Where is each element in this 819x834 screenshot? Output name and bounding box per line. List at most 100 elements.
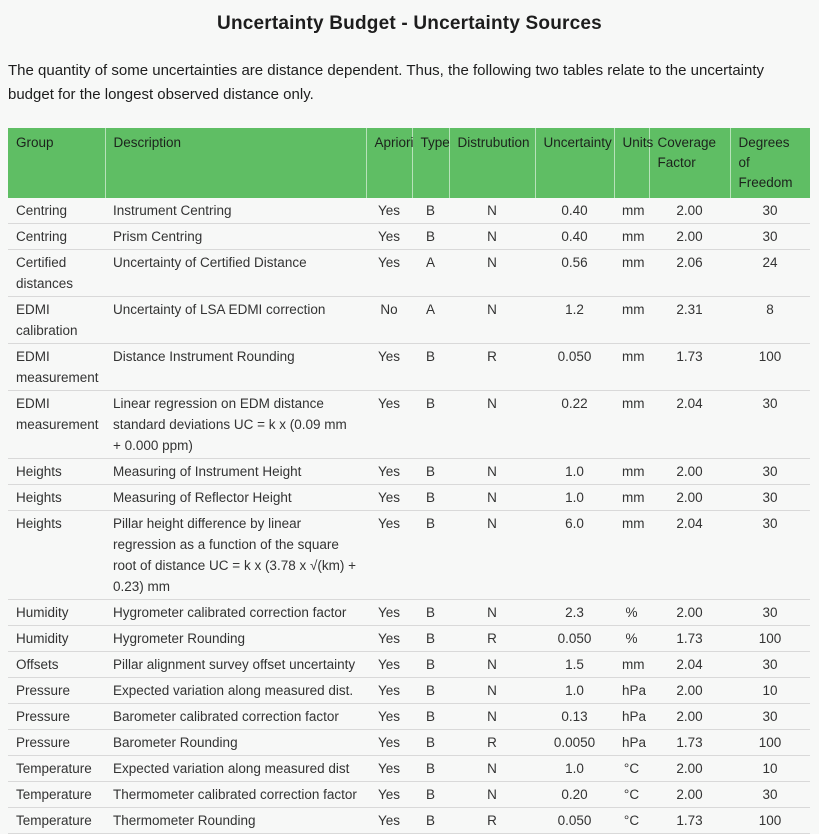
cell-description: Pillar alignment survey offset uncertain…: [105, 651, 366, 678]
column-header-units: Units: [614, 128, 653, 198]
cell-description: Measuring of Instrument Height: [105, 458, 366, 485]
cell-apriori: Yes: [366, 599, 412, 626]
cell-description: Thermometer Rounding: [105, 807, 366, 834]
cell-distrubution: N: [449, 510, 535, 600]
cell-coverage: 2.31: [649, 296, 730, 344]
cell-uncertainty: 0.22: [535, 390, 614, 459]
cell-coverage: 2.04: [649, 390, 730, 459]
table-row: Heights Measuring of Reflector Height Yes B…: [8, 484, 810, 511]
cell-distrubution: N: [449, 703, 535, 730]
cell-group: Humidity: [8, 599, 105, 626]
table-header: Group Description Apriori Type Distrubution U…: [8, 128, 810, 198]
table-row: Temperature Expected variation along meas…: [8, 755, 810, 782]
table-row: Pressure Barometer calibrated correction …: [8, 703, 810, 730]
table-row: Offsets Pillar alignment survey offset un…: [8, 651, 810, 678]
cell-apriori: Yes: [366, 510, 412, 600]
cell-uncertainty: 1.5: [535, 651, 614, 678]
table-row: EDMI measurement Linear regression on EDM…: [8, 390, 810, 459]
cell-group: Pressure: [8, 729, 105, 756]
cell-type: B: [412, 703, 449, 730]
cell-type: B: [412, 781, 449, 808]
cell-distrubution: N: [449, 599, 535, 626]
cell-type: B: [412, 651, 449, 678]
cell-distrubution: N: [449, 755, 535, 782]
cell-uncertainty: 0.050: [535, 625, 614, 652]
cell-apriori: Yes: [366, 198, 412, 224]
cell-apriori: Yes: [366, 807, 412, 834]
cell-degrees: 30: [730, 458, 810, 485]
cell-description: Distance Instrument Rounding: [105, 343, 366, 391]
cell-units: mm: [614, 390, 649, 459]
cell-degrees: 30: [730, 703, 810, 730]
cell-units: mm: [614, 458, 649, 485]
cell-units: °C: [614, 781, 649, 808]
cell-coverage: 2.06: [649, 249, 730, 297]
column-header-group: Group: [8, 128, 106, 198]
cell-apriori: No: [366, 296, 412, 344]
cell-apriori: Yes: [366, 781, 412, 808]
cell-apriori: Yes: [366, 390, 412, 459]
cell-coverage: 2.00: [649, 223, 730, 250]
cell-type: A: [412, 296, 449, 344]
cell-apriori: Yes: [366, 484, 412, 511]
cell-distrubution: N: [449, 249, 535, 297]
cell-units: %: [614, 599, 649, 626]
cell-coverage: 2.00: [649, 781, 730, 808]
cell-coverage: 2.00: [649, 458, 730, 485]
cell-description: Barometer Rounding: [105, 729, 366, 756]
cell-degrees: 30: [730, 223, 810, 250]
cell-group: Centring: [8, 198, 105, 224]
cell-description: Thermometer calibrated correction factor: [105, 781, 366, 808]
cell-type: B: [412, 599, 449, 626]
cell-coverage: 1.73: [649, 807, 730, 834]
cell-degrees: 30: [730, 390, 810, 459]
cell-group: Temperature: [8, 755, 105, 782]
cell-uncertainty: 0.20: [535, 781, 614, 808]
table-row: Pressure Expected variation along measure…: [8, 677, 810, 704]
cell-description: Barometer calibrated correction factor: [105, 703, 366, 730]
column-header-coverage: Coverage Factor: [649, 128, 731, 198]
cell-degrees: 8: [730, 296, 810, 344]
cell-type: A: [412, 249, 449, 297]
cell-coverage: 2.00: [649, 677, 730, 704]
cell-uncertainty: 1.0: [535, 755, 614, 782]
page-title: Uncertainty Budget - Uncertainty Sources: [217, 13, 602, 34]
cell-coverage: 2.00: [649, 703, 730, 730]
table-row: Humidity Hygrometer Rounding Yes B R 0.050% 1.…: [8, 625, 810, 652]
cell-apriori: Yes: [366, 703, 412, 730]
cell-distrubution: R: [449, 807, 535, 834]
cell-coverage: 1.73: [649, 729, 730, 756]
cell-coverage: 2.00: [649, 198, 730, 224]
cell-units: mm: [614, 249, 649, 297]
cell-distrubution: N: [449, 484, 535, 511]
table-row: Temperature Thermometer calibrated correc…: [8, 781, 810, 808]
cell-distrubution: R: [449, 625, 535, 652]
table-body: Centring Instrument Centring Yes B N 0.40 mm 2.…: [8, 198, 810, 834]
cell-coverage: 2.04: [649, 651, 730, 678]
cell-units: %: [614, 625, 649, 652]
cell-type: B: [412, 458, 449, 485]
cell-degrees: 30: [730, 651, 810, 678]
cell-degrees: 100: [730, 625, 810, 652]
cell-description: Hygrometer Rounding: [105, 625, 366, 652]
uncertainty-sources-table: Group Description Apriori Type Distrubution U…: [8, 128, 810, 834]
cell-distrubution: N: [449, 651, 535, 678]
cell-group: EDMI calibration: [8, 296, 105, 344]
cell-units: hPa: [614, 703, 649, 730]
cell-units: °C: [614, 807, 649, 834]
cell-degrees: 100: [730, 729, 810, 756]
cell-distrubution: N: [449, 390, 535, 459]
cell-degrees: 24: [730, 249, 810, 297]
column-header-degrees: Degrees of Freedom: [730, 128, 810, 198]
column-header-description: Description: [105, 128, 367, 198]
cell-description: Pillar height difference by linear regre…: [105, 510, 366, 600]
table-row: Certified distances Uncertainty of Certif…: [8, 249, 810, 297]
column-header-type: Type: [412, 128, 450, 198]
cell-distrubution: N: [449, 296, 535, 344]
cell-group: Certified distances: [8, 249, 105, 297]
cell-group: Temperature: [8, 781, 105, 808]
cell-type: B: [412, 625, 449, 652]
cell-description: Measuring of Reflector Height: [105, 484, 366, 511]
cell-units: hPa: [614, 729, 649, 756]
cell-distrubution: N: [449, 223, 535, 250]
